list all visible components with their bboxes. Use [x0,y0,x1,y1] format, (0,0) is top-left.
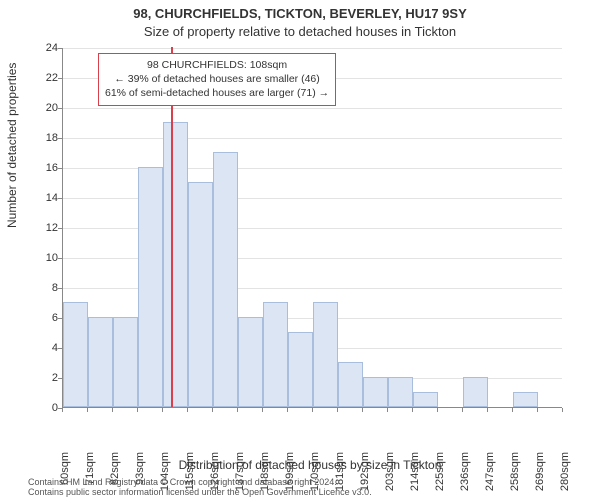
page-title-sub: Size of property relative to detached ho… [0,24,600,39]
y-tick-mark [58,168,62,169]
annotation-line: 98 CHURCHFIELDS: 108sqm [105,58,329,72]
histogram-bar [388,377,413,407]
x-axis-label: Distribution of detached houses by size … [0,458,600,472]
y-tick-mark [58,228,62,229]
y-tick-label: 10 [28,252,58,264]
y-tick-label: 12 [28,222,58,234]
histogram-bar [413,392,438,407]
y-tick-label: 20 [28,102,58,114]
x-tick-mark [237,408,238,412]
y-tick-label: 0 [28,402,58,414]
histogram-bar [338,362,363,407]
x-tick-mark [112,408,113,412]
histogram-bar [463,377,488,407]
y-tick-mark [58,198,62,199]
x-tick-mark [187,408,188,412]
y-tick-label: 22 [28,72,58,84]
x-tick-mark [487,408,488,412]
y-tick-mark [58,48,62,49]
y-tick-mark [58,258,62,259]
x-tick-mark [562,408,563,412]
annotation-box: 98 CHURCHFIELDS: 108sqm← 39% of detached… [98,53,336,106]
y-tick-label: 14 [28,192,58,204]
histogram-bar [513,392,538,407]
histogram-bar [113,317,138,407]
y-tick-label: 24 [28,42,58,54]
y-tick-mark [58,348,62,349]
histogram-bar [363,377,388,407]
x-tick-mark [387,408,388,412]
histogram-bar [238,317,263,407]
x-tick-mark [212,408,213,412]
chart-gridline [63,108,562,109]
x-tick-mark [137,408,138,412]
x-tick-mark [537,408,538,412]
y-tick-label: 18 [28,132,58,144]
y-tick-mark [58,138,62,139]
page-title-main: 98, CHURCHFIELDS, TICKTON, BEVERLEY, HU1… [0,6,600,21]
x-tick-mark [412,408,413,412]
x-tick-mark [287,408,288,412]
x-tick-mark [437,408,438,412]
y-tick-mark [58,288,62,289]
y-tick-mark [58,78,62,79]
histogram-bar [313,302,338,407]
histogram-bar [213,152,238,407]
histogram-bar [263,302,288,407]
footer-attribution: Contains HM Land Registry data © Crown c… [28,478,372,498]
y-tick-label: 2 [28,372,58,384]
y-tick-label: 4 [28,342,58,354]
histogram-bar [188,182,213,407]
annotation-line: ← 39% of detached houses are smaller (46… [105,72,329,86]
x-tick-mark [462,408,463,412]
y-tick-mark [58,318,62,319]
y-tick-label: 8 [28,282,58,294]
histogram-bar [288,332,313,407]
y-tick-mark [58,108,62,109]
footer-line: Contains public sector information licen… [28,488,372,498]
y-axis-label: Number of detached properties [5,63,19,228]
chart-gridline [63,138,562,139]
chart-gridline [63,48,562,49]
histogram-bar [163,122,188,407]
x-tick-mark [512,408,513,412]
x-tick-mark [62,408,63,412]
x-tick-mark [162,408,163,412]
histogram-bar [88,317,113,407]
x-tick-mark [312,408,313,412]
histogram-bar [63,302,88,407]
x-tick-mark [87,408,88,412]
annotation-line: 61% of semi-detached houses are larger (… [105,86,329,100]
y-tick-label: 6 [28,312,58,324]
x-tick-mark [337,408,338,412]
x-tick-mark [262,408,263,412]
y-tick-label: 16 [28,162,58,174]
y-tick-mark [58,378,62,379]
histogram-bar [138,167,163,407]
x-tick-mark [362,408,363,412]
